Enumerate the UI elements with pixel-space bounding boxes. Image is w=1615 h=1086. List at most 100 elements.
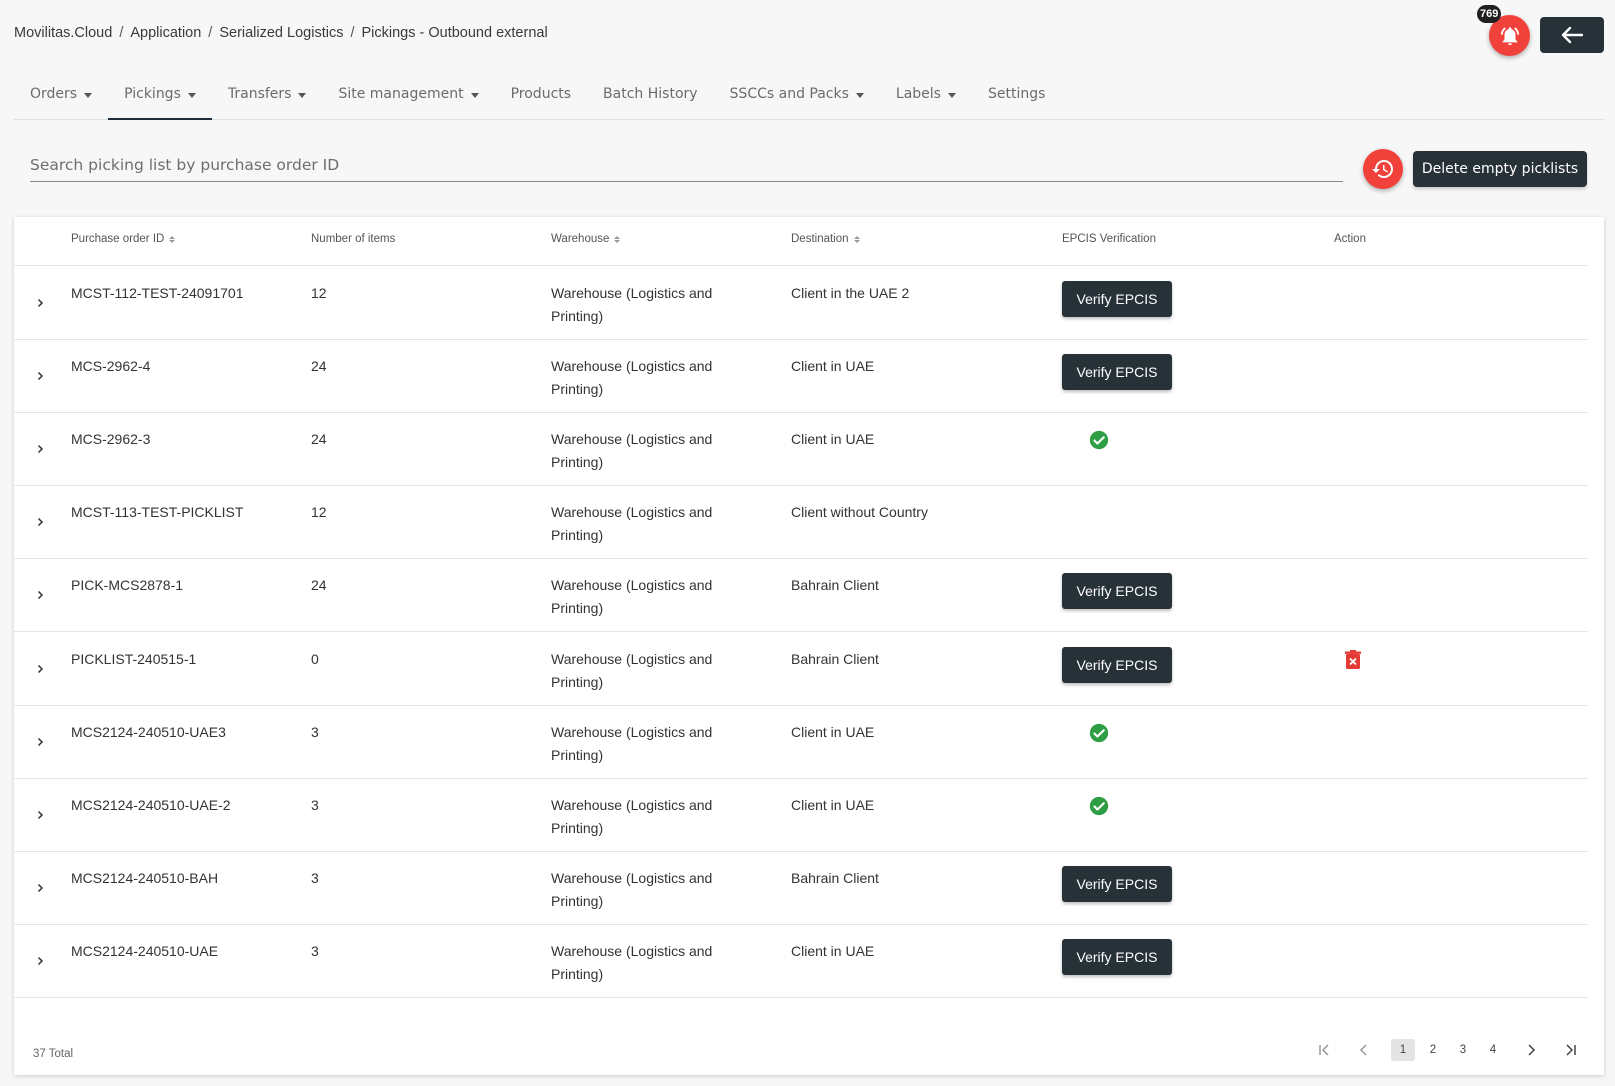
column-header-warehouse[interactable]: Warehouse	[551, 233, 621, 245]
table-row: MCS2124-240510-UAE3 3 Warehouse (Logistics…	[14, 706, 1588, 779]
back-button[interactable]	[1540, 17, 1604, 53]
page-3-button[interactable]: 3	[1459, 1044, 1467, 1056]
number-of-items: 24	[311, 431, 327, 448]
next-page-button[interactable]	[1516, 1039, 1546, 1061]
expand-row-button[interactable]	[34, 662, 46, 674]
tab-labels[interactable]: Labels	[880, 78, 972, 120]
chevron-right-icon	[34, 369, 46, 385]
tab-settings[interactable]: Settings	[972, 78, 1061, 120]
verify-epcis-button[interactable]: Verify EPCIS	[1062, 646, 1172, 683]
tab-orders[interactable]: Orders	[14, 78, 108, 120]
destination: Client without Country	[791, 504, 928, 521]
previous-page-button[interactable]	[1349, 1039, 1379, 1061]
warehouse: Warehouse (Logistics and Printing)	[551, 355, 712, 401]
destination: Client in UAE	[791, 723, 875, 740]
breadcrumb: Movilitas.Cloud / Application / Serialized L…	[14, 25, 548, 41]
purchase-order-id: MCS2124-240510-BAH	[71, 869, 219, 886]
chevron-right-icon	[34, 296, 46, 312]
number-of-items: 3	[311, 869, 319, 886]
number-of-items: 12	[311, 504, 327, 521]
warehouse-line-2: Printing)	[551, 746, 604, 763]
expand-row-button[interactable]	[34, 296, 46, 308]
expand-row-button[interactable]	[34, 808, 46, 820]
warehouse-line-1: Warehouse (Logistics and	[551, 796, 713, 813]
chevron-right-icon	[34, 881, 46, 897]
warehouse-line-2: Printing)	[551, 381, 604, 398]
warehouse-line-2: Printing)	[551, 600, 604, 617]
warehouse-line-1: Warehouse (Logistics and	[551, 577, 713, 594]
tab-pickings[interactable]: Pickings	[108, 78, 212, 120]
warehouse-line-2: Printing)	[551, 527, 604, 544]
verify-epcis-button[interactable]: Verify EPCIS	[1062, 281, 1172, 317]
warehouse-line-1: Warehouse (Logistics and	[551, 723, 713, 740]
verify-epcis-button[interactable]: Verify EPCIS	[1062, 938, 1172, 975]
warehouse-line-1: Warehouse (Logistics and	[551, 650, 713, 667]
table-footer: 37 Total 1 2 3 4	[14, 1034, 1604, 1075]
expand-row-button[interactable]	[34, 369, 46, 381]
expand-row-button[interactable]	[34, 954, 46, 966]
tab-batch-history[interactable]: Batch History	[587, 78, 714, 120]
expand-row-button[interactable]	[34, 735, 46, 747]
delete-empty-picklists-button[interactable]: Delete empty picklists	[1413, 151, 1587, 187]
arrow-left-icon	[1561, 26, 1583, 44]
purchase-order-id: MCS2124-240510-UAE3	[71, 723, 226, 740]
page-2-button[interactable]: 2	[1429, 1044, 1437, 1056]
search-input[interactable]	[30, 150, 1343, 182]
tab-label: Labels	[895, 86, 941, 102]
first-page-button[interactable]	[1309, 1039, 1339, 1061]
column-header-destination[interactable]: Destination	[791, 233, 860, 245]
destination: Client in the UAE 2	[791, 285, 910, 301]
tab-label: Settings	[987, 86, 1046, 102]
notifications[interactable]: 769	[1477, 5, 1530, 56]
verify-epcis-button[interactable]: Verify EPCIS	[1062, 354, 1172, 391]
expand-row-button[interactable]	[34, 881, 46, 893]
page-1-button[interactable]: 1	[1391, 1039, 1415, 1061]
table-header: Purchase order ID Number of items Wareho…	[14, 217, 1588, 266]
warehouse-line-2: Printing)	[551, 454, 604, 471]
tab-transfers[interactable]: Transfers	[212, 78, 323, 120]
destination: Bahrain Client	[791, 650, 879, 667]
purchase-order-id: MCS2124-240510-UAE	[71, 942, 219, 959]
table-row: PICK-MCS2878-1 24 Warehouse (Logistics and…	[14, 559, 1588, 633]
table-row: MCS2124-240510-BAH 3 Warehouse (Logistics …	[14, 852, 1588, 925]
last-page-icon	[1566, 1044, 1576, 1056]
warehouse-line-2: Printing)	[551, 673, 604, 690]
chevron-right-icon	[34, 588, 46, 604]
breadcrumb-separator: /	[119, 25, 124, 41]
breadcrumb-item: Pickings - Outbound external	[361, 25, 548, 41]
expand-row-button[interactable]	[34, 588, 46, 600]
purchase-order-id: MCST-113-TEST-PICKLIST	[71, 504, 244, 521]
warehouse-line-1: Warehouse (Logistics and	[551, 504, 713, 521]
tab-ssccs-and-packs[interactable]: SSCCs and Packs	[714, 78, 880, 120]
verify-epcis-button[interactable]: Verify EPCIS	[1062, 865, 1172, 902]
breadcrumb-item[interactable]: Application	[130, 25, 202, 41]
caret-down-icon	[298, 93, 307, 98]
chevron-right-icon	[34, 662, 46, 678]
sort-icon	[169, 235, 176, 243]
restore-button[interactable]	[1363, 149, 1403, 189]
number-of-items: 3	[311, 942, 319, 959]
breadcrumb-item[interactable]: Serialized Logistics	[219, 25, 344, 41]
breadcrumb-item[interactable]: Movilitas.Cloud	[14, 25, 113, 41]
nav-tabs: Orders Pickings Transfers Site management Pr…	[14, 78, 1605, 120]
tab-label: Site management	[338, 86, 464, 102]
expand-row-button[interactable]	[34, 515, 46, 527]
trash-icon	[1344, 649, 1362, 673]
verify-epcis-button[interactable]: Verify EPCIS	[1062, 573, 1172, 610]
tab-products[interactable]: Products	[495, 78, 587, 120]
breadcrumb-separator: /	[350, 25, 355, 41]
tab-site-management[interactable]: Site management	[322, 78, 494, 120]
caret-down-icon	[187, 93, 196, 98]
purchase-order-id: PICKLIST-240515-1	[71, 650, 197, 667]
column-header-purchase-order-id[interactable]: Purchase order ID	[71, 233, 176, 245]
chevron-right-icon	[34, 954, 46, 970]
expand-row-button[interactable]	[34, 442, 46, 454]
chevron-right-icon	[34, 515, 46, 531]
warehouse: Warehouse (Logistics and Printing)	[551, 574, 712, 620]
table-row: MCS-2962-4 24 Warehouse (Logistics and Prin…	[14, 340, 1588, 414]
tab-label: Batch History	[603, 86, 698, 102]
page-4-button[interactable]: 4	[1489, 1044, 1497, 1056]
number-of-items: 0	[311, 650, 319, 667]
last-page-button[interactable]	[1556, 1039, 1586, 1061]
delete-picklist-button[interactable]	[1344, 649, 1362, 673]
